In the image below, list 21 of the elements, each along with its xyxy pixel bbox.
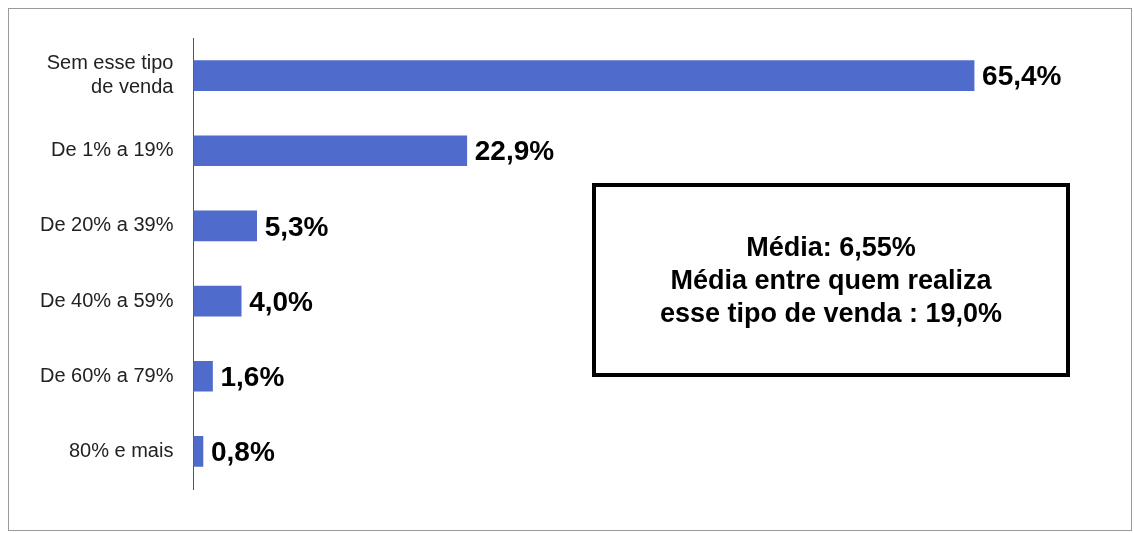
bar bbox=[193, 360, 213, 392]
data-label: 5,3% bbox=[264, 210, 329, 242]
data-label: 0,8% bbox=[210, 436, 275, 468]
data-label: 22,9% bbox=[474, 135, 555, 167]
bar bbox=[193, 285, 242, 317]
y-tick-label: De 40% a 59% bbox=[40, 288, 174, 311]
bar bbox=[193, 135, 468, 167]
annotation: Média entre quem realiza esse tipo de venda : 19,0% bbox=[658, 263, 1004, 330]
bar bbox=[193, 60, 975, 91]
text-box: Média: 6,55% Média entre quem realiza esse tipo de venda : 19,0% bbox=[592, 183, 1070, 377]
y-tick-label: De 60% a 79% bbox=[40, 363, 174, 386]
bar bbox=[193, 436, 204, 467]
y-tick-label: De 20% a 39% bbox=[40, 213, 174, 236]
data-label: 4,0% bbox=[249, 285, 314, 317]
bar bbox=[193, 210, 258, 242]
y-tick-label: De 1% a 19% bbox=[51, 138, 174, 161]
data-label: 65,4% bbox=[982, 60, 1062, 92]
annotation: Média: 6,55% bbox=[746, 230, 916, 264]
y-tick-label: 80% e mais bbox=[68, 438, 174, 461]
y-tick-label: Sem esse tipo de venda bbox=[46, 51, 175, 98]
data-label: 1,6% bbox=[220, 360, 285, 392]
